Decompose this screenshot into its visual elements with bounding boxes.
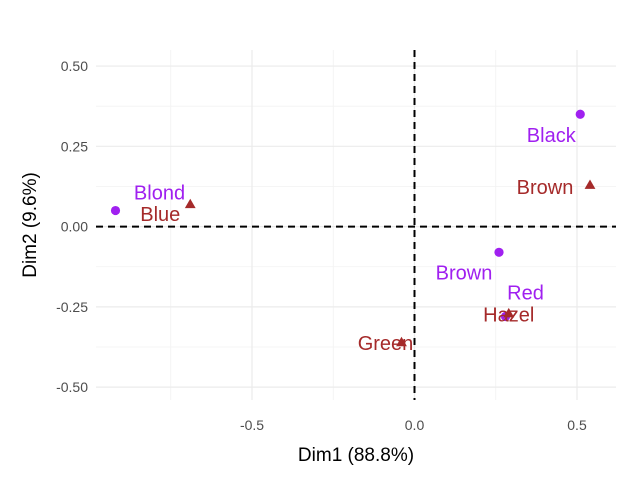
x-axis-title: Dim1 (88.8%) (298, 445, 414, 466)
grid-minor (96, 50, 616, 400)
point-label-black: Black (527, 125, 577, 147)
point-brown-triangle (584, 179, 596, 189)
data-points (110, 109, 596, 347)
point-label-hazel: Hazel (483, 304, 534, 326)
x-tick-labels: -0.5 0.0 0.5 (240, 417, 587, 433)
point-label-green: Green (358, 333, 414, 355)
y-tick-label: 0.25 (61, 138, 88, 154)
point-brown-circle (494, 247, 504, 257)
x-tick-label: 0.5 (567, 417, 587, 433)
y-tick-label: 0.50 (61, 58, 88, 74)
x-tick-label: 0.0 (405, 417, 425, 433)
point-hazel-triangle (503, 307, 515, 318)
point-label-brown: Brown (517, 177, 574, 199)
point-label-red: Red (507, 283, 544, 305)
point-blond-circle (110, 205, 121, 216)
point-blue-triangle (184, 198, 196, 209)
point-black-circle (575, 109, 585, 119)
y-tick-labels: -0.50 -0.25 0.00 0.25 0.50 (56, 58, 88, 395)
point-label-brown: Brown (436, 262, 493, 284)
point-label-blond: Blond (134, 183, 185, 205)
y-axis-title: Dim2 (9.6%) (20, 172, 41, 278)
y-tick-label: -0.25 (56, 299, 88, 315)
point-green-triangle (396, 336, 407, 347)
y-tick-label: 0.00 (61, 219, 88, 235)
point-labels: Black Blond Brown Red Brown Blue Hazel Green (134, 125, 577, 355)
x-tick-label: -0.5 (240, 417, 264, 433)
reference-lines (96, 50, 616, 400)
y-tick-label: -0.50 (56, 379, 88, 395)
point-label-blue: Blue (140, 204, 180, 226)
